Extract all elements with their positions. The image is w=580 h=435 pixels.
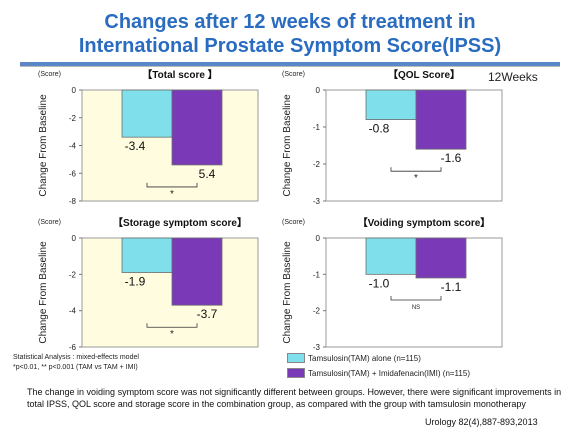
legend: Tamsulosin(TAM) alone (n=115) Tamsulosin… <box>287 352 470 382</box>
panel3-unit-label: (Score) <box>38 219 61 226</box>
legend-item-tam-imi: Tamsulosin(TAM) + Imidafenacin(IMI) (n=1… <box>287 367 470 379</box>
panel1-title: 【Total score 】 <box>142 68 217 81</box>
panel1-significance-mark: * <box>170 189 174 200</box>
title-divider-shadow <box>20 66 560 67</box>
legend-swatch-tam-imi <box>287 368 305 378</box>
panel1-bar-tam-imi <box>171 89 223 166</box>
panel4-data-label-tam-imi: -1.1 <box>441 280 462 294</box>
panel4-significance-bracket <box>390 295 442 301</box>
panel4-bar-tam-imi <box>415 237 467 279</box>
panel2-y-tick-label: -2 <box>313 160 321 169</box>
panel2-data-label-tam-imi: -1.6 <box>441 151 462 165</box>
slide-title-line1: Changes after 12 weeks of treatment in <box>104 11 476 33</box>
panel3-title: 【Storage symptom score】 <box>113 216 247 229</box>
title-divider <box>20 62 560 66</box>
panel3-y-tick-label: 0 <box>72 234 77 243</box>
panel3-y-tick-label: -6 <box>69 343 77 352</box>
panel3-data-label-tam-imi: -3.7 <box>197 307 218 321</box>
period-label: 12Weeks <box>488 70 538 84</box>
panel2-y-axis-label: Change From Baseline <box>282 94 293 197</box>
panel4-y-axis-label: Change From Baseline <box>282 241 293 344</box>
panel4-y-tick-label: -3 <box>313 343 321 352</box>
panel2-y-tick-label: -1 <box>313 123 321 132</box>
panel1-y-tick-label: -4 <box>69 142 77 151</box>
panel4-unit-label: (Score) <box>282 219 305 226</box>
slide-title-line2: International Prostate Symptom Score(IPS… <box>78 35 502 57</box>
citation: Urology 82(4),887-893,2013 <box>425 417 538 427</box>
panel2-y-tick-label: -3 <box>313 197 321 206</box>
legend-label-tam-imi: Tamsulosin(TAM) + Imidafenacin(IMI) (n=1… <box>308 368 470 378</box>
panel4-y-tick-label: 0 <box>316 234 321 243</box>
panel3-significance-mark: * <box>170 329 174 340</box>
panel3-y-tick-label: -4 <box>69 307 77 316</box>
panel1-y-axis-label: Change From Baseline <box>38 94 49 197</box>
panel2-bar-tam <box>365 89 417 121</box>
statistics-method: Statistical Analysis : mixed-effects mod… <box>13 354 139 361</box>
panel3-y-tick-label: -2 <box>69 270 77 279</box>
significance-key: *p<0.01, ** p<0.001 (TAM vs TAM + IMI) <box>13 364 138 371</box>
legend-label-tam: Tamsulosin(TAM) alone (n=115) <box>308 353 421 363</box>
legend-swatch-tam <box>287 353 305 363</box>
panel3-significance-bracket <box>146 323 198 328</box>
panel3-bar-tam <box>121 237 173 273</box>
panel4-y-tick-label: -2 <box>313 307 321 316</box>
panel3-y-axis-label: Change From Baseline <box>38 241 49 344</box>
panel1-y-tick-label: -6 <box>69 169 77 178</box>
panel2-bar-tam-imi <box>415 89 467 150</box>
panel1-significance-bracket <box>146 182 198 188</box>
panel3-data-label-tam: -1.9 <box>125 275 146 289</box>
panel4-data-label-tam: -1.0 <box>369 276 390 290</box>
panel4-y-tick-label: -1 <box>313 270 321 279</box>
panel2-unit-label: (Score) <box>282 71 305 78</box>
panel4-bar-tam <box>365 237 417 275</box>
panel3-bar-tam-imi <box>171 237 223 306</box>
panel1-y-tick-label: -8 <box>69 197 77 206</box>
panel4-significance-mark: NS <box>412 305 420 311</box>
legend-item-tam: Tamsulosin(TAM) alone (n=115) <box>287 352 470 364</box>
panel1-data-label-tam-imi: 5.4 <box>199 167 216 181</box>
summary-footnote: The change in voiding symptom score was … <box>27 387 562 409</box>
panel4-title: 【Voiding symptom score】 <box>358 216 491 229</box>
panel2-significance-bracket <box>390 167 442 172</box>
panel1-y-tick-label: 0 <box>72 86 77 95</box>
panel2-significance-mark: * <box>414 173 418 184</box>
panel2-y-tick-label: 0 <box>316 86 321 95</box>
statistics-note: Statistical Analysis : mixed-effects mod… <box>13 353 139 373</box>
panel1-data-label-tam: -3.4 <box>125 139 146 153</box>
panel2-title: 【QOL Score】 <box>388 68 460 81</box>
panel1-bar-tam <box>121 89 173 138</box>
panel1-y-tick-label: -2 <box>69 114 77 123</box>
panel1-unit-label: (Score) <box>38 71 61 78</box>
panel2-data-label-tam: -0.8 <box>369 122 390 136</box>
